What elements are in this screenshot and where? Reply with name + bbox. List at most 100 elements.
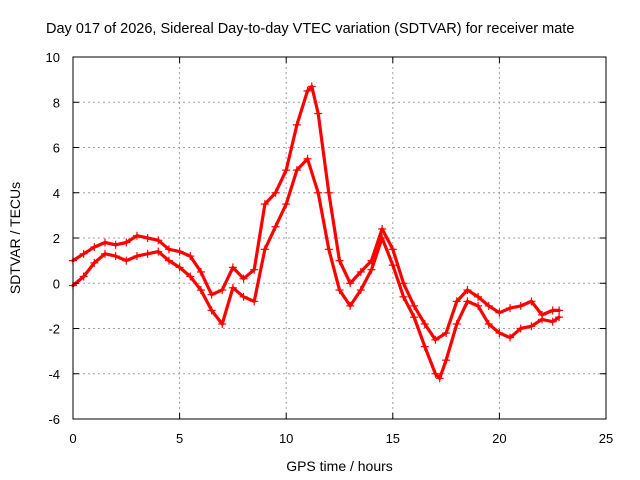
x-tick-label: 10 xyxy=(279,431,293,446)
data-point xyxy=(271,188,280,197)
data-point xyxy=(346,279,355,288)
data-point xyxy=(346,301,355,310)
x-tick-label: 0 xyxy=(69,431,76,446)
y-tick-label: 6 xyxy=(53,141,60,156)
data-point xyxy=(207,290,216,299)
data-point xyxy=(548,317,557,326)
data-point xyxy=(196,286,205,295)
data-point xyxy=(186,272,195,281)
data-point xyxy=(122,238,131,247)
data-point xyxy=(378,224,387,233)
data-point xyxy=(143,249,152,258)
data-point xyxy=(516,324,525,333)
data-point xyxy=(218,286,227,295)
data-point xyxy=(388,245,397,254)
data-point xyxy=(442,356,451,365)
data-point xyxy=(239,292,248,301)
data-point xyxy=(132,231,141,240)
data-point xyxy=(555,306,564,315)
y-tick-label: 0 xyxy=(53,276,60,291)
data-point xyxy=(484,319,493,328)
data-point xyxy=(410,313,419,322)
data-point xyxy=(90,243,99,252)
series-line xyxy=(71,84,561,342)
data-point xyxy=(420,342,429,351)
data-point xyxy=(207,306,216,315)
data-point xyxy=(324,188,333,197)
data-point xyxy=(435,374,444,383)
y-tick-label: 10 xyxy=(46,50,60,65)
data-point xyxy=(431,335,440,344)
plot-frame xyxy=(72,56,607,420)
data-point xyxy=(474,301,483,310)
data-point xyxy=(484,301,493,310)
data-point xyxy=(260,245,269,254)
data-point xyxy=(527,297,536,306)
data-point xyxy=(495,308,504,317)
data-point xyxy=(303,154,312,163)
data-point xyxy=(303,86,312,95)
data-point xyxy=(186,252,195,261)
data-point xyxy=(228,283,237,292)
data-point xyxy=(260,200,269,209)
data-point xyxy=(100,238,109,247)
data-point xyxy=(356,267,365,276)
tick-layer: 0 5 10 15 20 25 -6 -4 -2 0 2 4 6 8 10 xyxy=(46,50,614,446)
data-point xyxy=(431,369,440,378)
y-axis-label: SDTVAR / TECUs xyxy=(7,182,23,294)
data-point xyxy=(111,252,120,261)
x-axis-label: GPS time / hours xyxy=(286,458,393,474)
data-point xyxy=(324,245,333,254)
data-point xyxy=(474,292,483,301)
data-point xyxy=(527,322,536,331)
x-tick-label: 5 xyxy=(176,431,183,446)
data-point xyxy=(90,258,99,267)
data-point xyxy=(314,109,323,118)
data-point xyxy=(292,166,301,175)
y-tick-label: -4 xyxy=(48,367,60,382)
data-point xyxy=(399,279,408,288)
data-point xyxy=(307,82,316,91)
data-point xyxy=(132,252,141,261)
data-point xyxy=(463,286,472,295)
data-point xyxy=(79,272,88,281)
data-point xyxy=(79,249,88,258)
data-point xyxy=(164,256,173,265)
data-point xyxy=(175,263,184,272)
series-1 xyxy=(69,82,564,344)
data-point xyxy=(555,313,564,322)
data-point xyxy=(378,234,387,242)
data-point xyxy=(516,301,525,310)
data-point xyxy=(463,297,472,306)
x-tick-label: 20 xyxy=(492,431,506,446)
series-layer xyxy=(69,82,564,383)
data-point xyxy=(399,292,408,301)
data-point xyxy=(196,267,205,276)
data-point xyxy=(495,329,504,338)
y-tick-label: 4 xyxy=(53,186,60,201)
data-point xyxy=(175,247,184,256)
series-2 xyxy=(69,154,564,383)
data-point xyxy=(335,286,344,295)
data-point xyxy=(250,265,259,274)
data-point xyxy=(452,297,461,306)
data-point xyxy=(154,236,163,245)
data-point xyxy=(218,319,227,328)
data-point xyxy=(271,222,280,231)
data-point xyxy=(410,301,419,310)
data-point xyxy=(367,265,376,274)
y-tick-label: 2 xyxy=(53,231,60,246)
data-point xyxy=(452,319,461,328)
x-tick-label: 15 xyxy=(386,431,400,446)
data-point xyxy=(228,263,237,272)
data-point xyxy=(143,234,152,242)
data-point xyxy=(335,256,344,265)
data-point xyxy=(122,256,131,265)
data-point xyxy=(314,188,323,197)
data-point xyxy=(164,245,173,254)
data-point xyxy=(282,166,291,175)
grid-layer xyxy=(73,57,606,419)
data-point xyxy=(250,297,259,306)
data-point xyxy=(282,200,291,209)
